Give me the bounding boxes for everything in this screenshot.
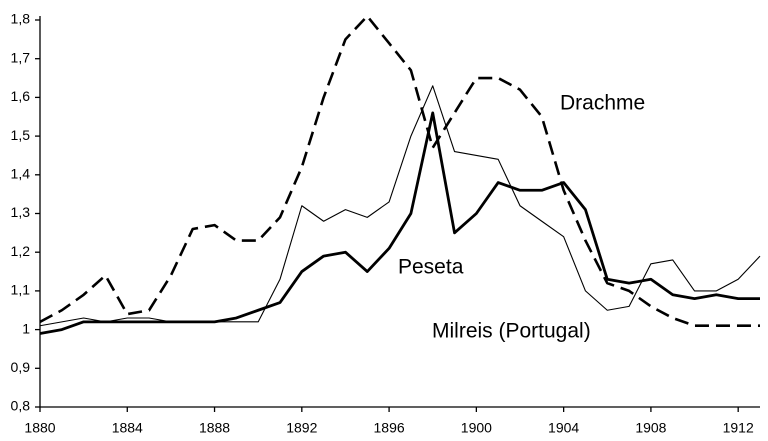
series-line (39, 14, 760, 328)
series-line (39, 111, 760, 335)
x-tick-label: 1892 (286, 420, 317, 436)
x-tick-label: 1900 (461, 420, 492, 436)
x-tick-label: 1884 (112, 420, 143, 436)
x-tick-label: 1904 (548, 420, 579, 436)
x-tick-label: 1912 (723, 420, 754, 436)
y-tick-label: 1,2 (11, 243, 31, 259)
y-tick-label: 1,6 (11, 88, 31, 104)
y-tick-label: 1,1 (11, 282, 31, 298)
series-label: Milreis (Portugal) (432, 320, 591, 343)
x-tick-label: 1888 (199, 420, 230, 436)
x-tick-label: 1880 (24, 420, 55, 436)
y-tick-label: 1,8 (11, 11, 31, 27)
series-label: Drachme (560, 92, 645, 115)
y-tick-label: 0,8 (11, 398, 31, 414)
y-tick-label: 1 (22, 320, 30, 336)
y-tick-label: 0,9 (11, 359, 31, 375)
series-label: Peseta (398, 256, 464, 279)
series-line (39, 85, 761, 327)
y-tick-label: 1,4 (11, 166, 31, 182)
y-tick-label: 1,3 (11, 204, 31, 220)
x-tick-label: 1896 (374, 420, 405, 436)
y-tick-label: 1,5 (11, 127, 31, 143)
y-tick-label: 1,7 (11, 49, 31, 65)
x-tick-label: 1908 (635, 420, 666, 436)
